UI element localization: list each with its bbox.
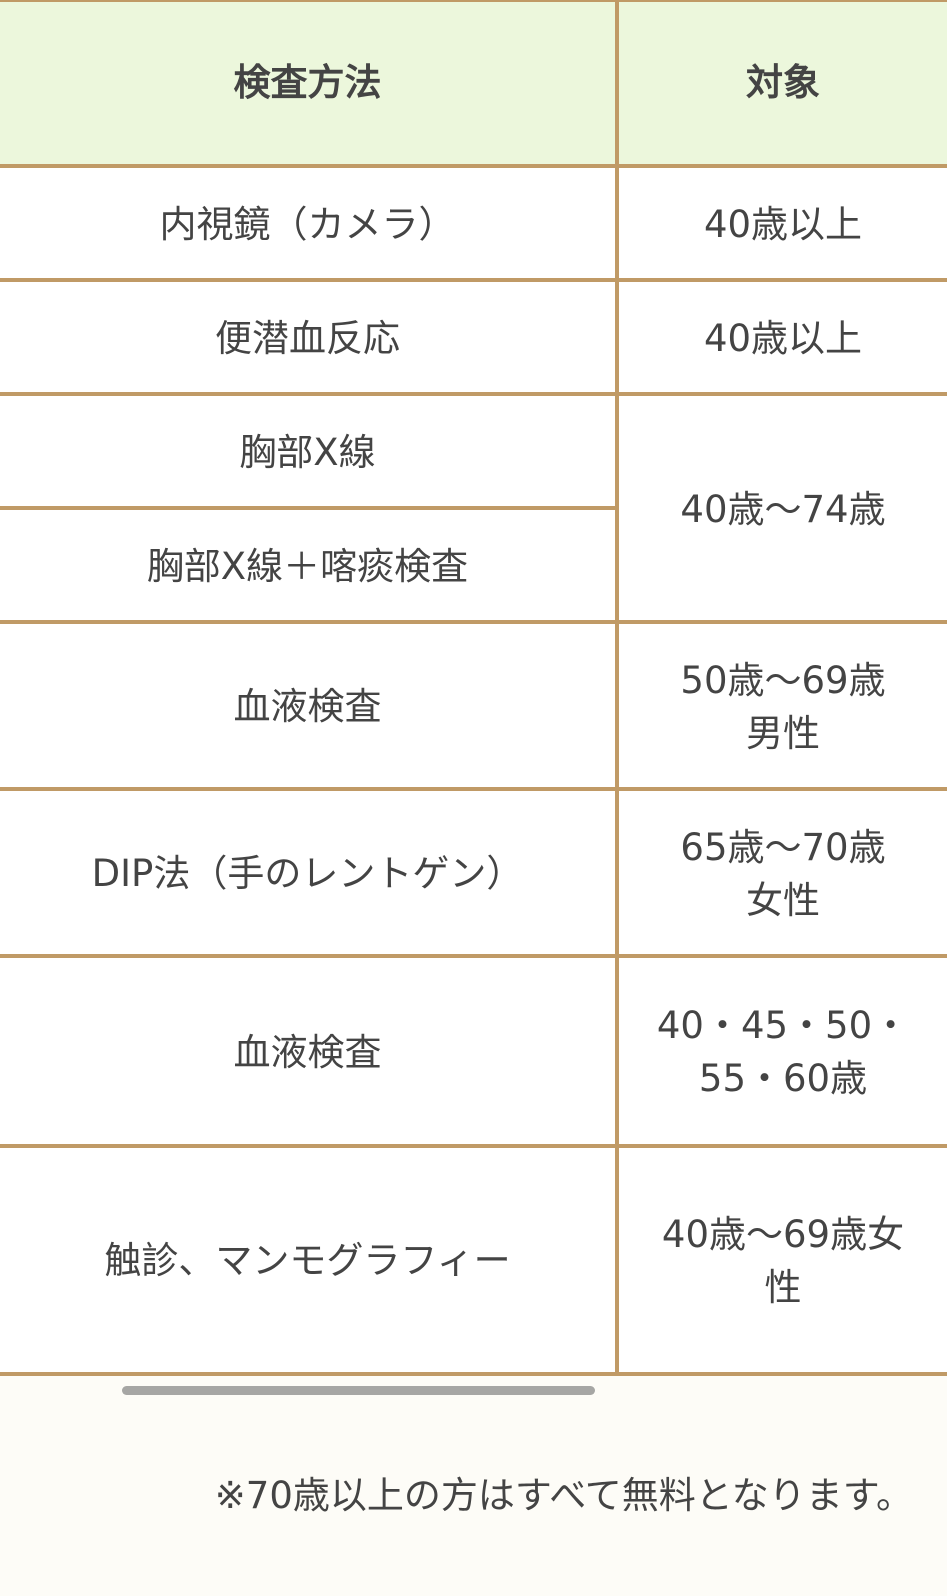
row-3-4-target: 40歳〜74歳 <box>680 487 886 531</box>
row-divider <box>0 1372 947 1376</box>
horizontal-scrollbar[interactable] <box>122 1386 595 1395</box>
target-line: 50歳〜69歳 <box>680 658 886 702</box>
row-5-target: 50歳〜69歳 男性 <box>619 625 947 788</box>
row-7-method: 血液検査 <box>233 1030 382 1074</box>
target-line: 男性 <box>746 711 820 755</box>
row-divider <box>0 620 947 624</box>
row-divider <box>0 0 947 2</box>
row-1-method: 内視鏡（カメラ） <box>159 202 456 246</box>
exam-table: 検査方法 対象 内視鏡（カメラ） 40歳以上 便潜血反応 40歳以上 胸部X線 … <box>0 0 947 1376</box>
row-divider <box>0 278 947 282</box>
row-1-target: 40歳以上 <box>703 202 863 246</box>
target-line: 40歳〜69歳女 <box>661 1212 905 1256</box>
target-line: 65歳〜70歳 <box>680 825 886 869</box>
row-8-target: 40歳〜69歳女 性 <box>619 1149 947 1372</box>
row-2-method: 便潜血反応 <box>215 316 400 360</box>
target-line: 55・60歳 <box>698 1057 868 1100</box>
row-6-target: 65歳〜70歳 女性 <box>619 792 947 955</box>
target-line: 女性 <box>746 878 820 922</box>
row-divider <box>0 1144 947 1148</box>
row-4-method: 胸部X線＋喀痰検査 <box>146 544 469 588</box>
row-5-method: 血液検査 <box>233 685 382 728</box>
column-divider <box>615 0 619 1376</box>
row-divider <box>0 392 947 396</box>
footnote: ※70歳以上の方はすべて無料となります。 <box>214 1474 913 1517</box>
row-3-method: 胸部X線 <box>239 430 376 474</box>
header-target: 対象 <box>619 0 947 165</box>
row-6-method: DIP法（手のレントゲン） <box>91 852 524 895</box>
row-8-method: 触診、マンモグラフィー <box>104 1239 511 1282</box>
row-divider <box>0 506 615 510</box>
row-2-target: 40歳以上 <box>703 316 863 360</box>
target-line: 性 <box>764 1265 802 1309</box>
row-divider <box>0 954 947 958</box>
row-divider <box>0 787 947 791</box>
target-line: 40・45・50・ <box>656 1004 910 1047</box>
header-method: 検査方法 <box>0 0 615 165</box>
row-7-target: 40・45・50・ 55・60歳 <box>619 959 947 1145</box>
row-divider <box>0 164 947 168</box>
